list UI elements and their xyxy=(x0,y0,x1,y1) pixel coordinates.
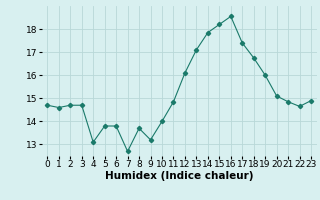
X-axis label: Humidex (Indice chaleur): Humidex (Indice chaleur) xyxy=(105,171,253,181)
